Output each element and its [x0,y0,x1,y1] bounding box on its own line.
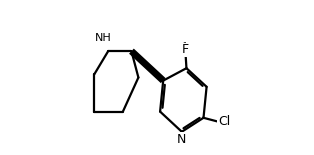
Text: N: N [177,133,187,146]
Text: NH: NH [95,33,112,43]
Text: F: F [181,43,188,56]
Text: Cl: Cl [218,115,230,128]
